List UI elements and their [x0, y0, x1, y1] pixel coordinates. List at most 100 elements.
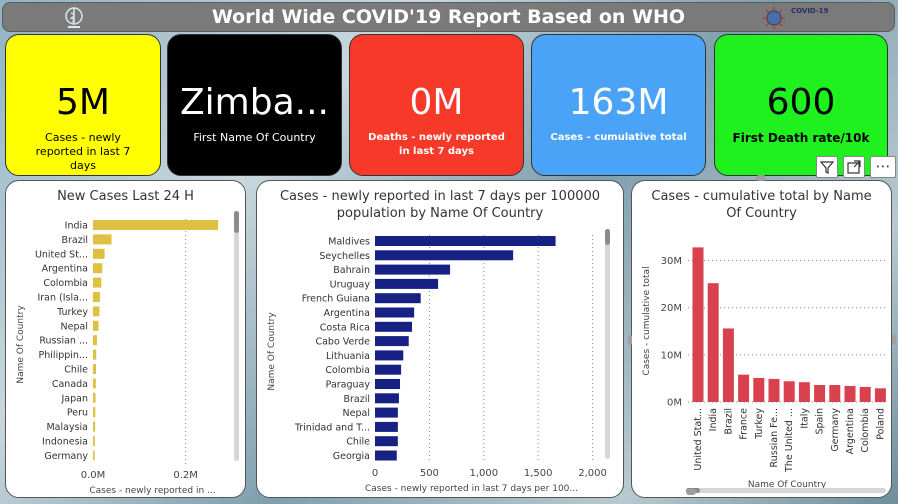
kpi-card-new-cases-7-days[interactable]: 5M Cases - newly reported in last 7 days [5, 34, 161, 176]
category-label: Poland [875, 408, 886, 440]
cases-per-100k-panel: Cases - newly reported in last 7 days pe… [256, 180, 624, 498]
scroll-thumb[interactable] [234, 211, 239, 233]
bar [375, 278, 439, 289]
bar [375, 236, 556, 246]
bar [93, 421, 96, 432]
chart-scrollbar[interactable] [234, 211, 239, 461]
category-label: Costa Rica [320, 322, 370, 333]
filter-icon [819, 161, 835, 174]
kpi-label: First Death rate/10k [732, 131, 870, 145]
bar [93, 234, 112, 245]
bar [93, 450, 95, 461]
bar [93, 263, 103, 274]
y-axis-label: Name Of Country [267, 312, 277, 391]
kpi-card-first-country[interactable]: Zimba... First Name Of Country [167, 34, 342, 176]
bar [375, 307, 415, 318]
category-label: Bahrain [333, 265, 370, 276]
bar [375, 321, 412, 332]
more-options-button[interactable]: ⋯ [870, 156, 896, 178]
chart-horizontal-scrollbar[interactable] [686, 488, 886, 493]
category-label: Peru [67, 408, 88, 419]
category-label: Germany [830, 408, 841, 452]
y-axis-label: Cases - cumulative total [642, 266, 652, 375]
x-axis-label: Cases - newly reported in last 7 days pe… [365, 484, 578, 494]
kpi-card-cumulative-cases[interactable]: 163M Cases - cumulative total [531, 34, 706, 176]
bar [93, 364, 97, 374]
category-label: United Stat... [693, 408, 704, 471]
kpi-card-first-death-rate[interactable]: 600 First Death rate/10k [714, 34, 888, 176]
chart-scrollbar[interactable] [605, 229, 610, 459]
x-tick-label: 2,000 [578, 468, 607, 479]
bar [707, 283, 719, 402]
page-title: World Wide COVID'19 Report Based on WHO [211, 6, 686, 28]
bar [375, 436, 398, 447]
resize-handle-bottom[interactable] [686, 489, 696, 495]
bar [375, 250, 514, 261]
chart-title: New Cases Last 24 H [57, 189, 194, 204]
bar [93, 392, 96, 403]
kpi-value: 163M [568, 82, 669, 123]
filter-button[interactable] [816, 156, 838, 178]
x-tick-label: 0 [372, 468, 378, 479]
who-logo-icon [65, 7, 83, 28]
cumulative-total-chart: 0M 10M 20M 30M United Stat... India Brazil Fran… [642, 247, 886, 490]
bar [375, 407, 398, 418]
category-label: Germany [44, 451, 88, 462]
category-label: Georgia [333, 451, 370, 462]
category-label: Chile [346, 437, 370, 448]
resize-handle-right[interactable] [892, 335, 896, 345]
category-label: Lithuania [326, 351, 370, 362]
category-label: Colombia [43, 278, 88, 289]
focus-mode-button[interactable] [843, 156, 865, 178]
category-label: Russian ... [39, 336, 88, 347]
bar [375, 421, 398, 432]
cases-per-100k-chart: 0 500 1,000 1,500 2,000 Maldives Seychelles Bah… [267, 235, 607, 494]
category-label: Malaysia [46, 422, 88, 433]
bar [93, 248, 105, 259]
bar [93, 220, 219, 230]
category-label: Argentina [42, 264, 88, 275]
category-label: Brazil [343, 394, 370, 405]
resize-handle-left[interactable] [628, 335, 632, 345]
x-axis-label: Name Of Country [748, 480, 827, 490]
covid-logo: COVID-19 [761, 5, 831, 31]
category-label: Paraguay [326, 380, 371, 391]
category-label: Iran (Isla... [37, 293, 88, 304]
report-header: World Wide COVID'19 Report Based on WHO … [2, 2, 895, 32]
focus-mode-icon [847, 160, 861, 174]
bar [692, 247, 704, 402]
cumulative-total-panel: Cases - cumulative total by Name Of Coun… [631, 180, 892, 498]
y-axis-label: Name Of Country [16, 305, 26, 384]
scroll-thumb[interactable] [605, 229, 610, 245]
category-label: Argentina [324, 308, 370, 319]
bar [798, 382, 810, 402]
x-tick-label: 0.2M [173, 470, 198, 481]
covid-logo-text: COVID-19 [791, 7, 829, 15]
bar [93, 292, 100, 302]
bar [93, 335, 97, 346]
resize-handle-top[interactable] [756, 175, 766, 181]
bar [375, 450, 397, 461]
category-label: Turkey [56, 307, 88, 318]
y-tick-label: 30M [661, 256, 682, 267]
bar [874, 388, 886, 402]
category-label: Uruguay [330, 279, 371, 290]
bar [93, 436, 95, 446]
category-label: Nepal [343, 408, 370, 419]
bar [844, 385, 856, 402]
category-label: Nepal [61, 321, 88, 332]
category-label: The United ... [784, 408, 795, 473]
x-tick-label: 1,500 [524, 468, 553, 479]
bar [375, 364, 402, 375]
bar [829, 385, 841, 402]
kpi-value: Zimba... [180, 82, 329, 123]
category-label: India [65, 221, 88, 232]
bar [93, 306, 100, 317]
y-tick-label: 10M [661, 350, 682, 361]
bar [93, 320, 99, 331]
kpi-card-deaths-7-days[interactable]: 0M Deaths - newly reported in last 7 day… [349, 34, 524, 176]
bar [375, 350, 404, 361]
category-label: French Guiana [302, 294, 370, 305]
kpi-label: First Name Of Country [193, 131, 316, 144]
bar [375, 293, 421, 304]
